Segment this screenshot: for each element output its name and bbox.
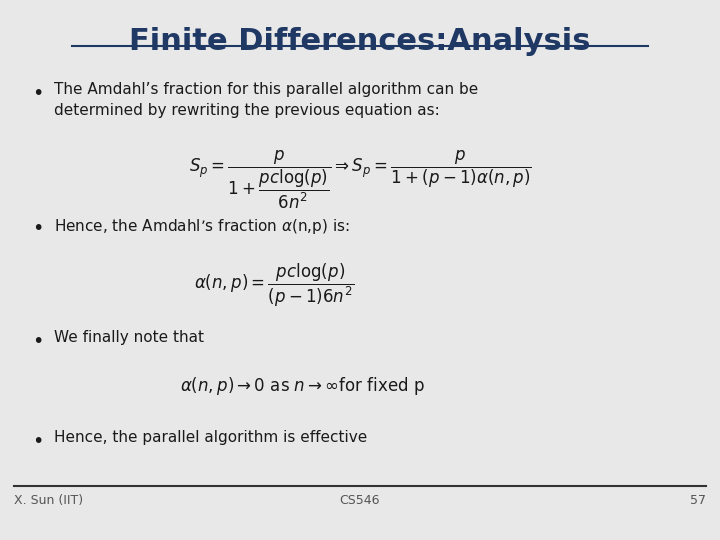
Text: 57: 57 [690, 494, 706, 507]
Text: Hence, the Amdahl’s fraction $\alpha$(n,p) is:: Hence, the Amdahl’s fraction $\alpha$(n,… [54, 217, 350, 236]
Text: $S_p = \dfrac{p}{1+\dfrac{pc\log(p)}{6n^2}} \Rightarrow S_p = \dfrac{p}{1+(p-1)\: $S_p = \dfrac{p}{1+\dfrac{pc\log(p)}{6n^… [189, 148, 531, 211]
Text: Finite Differences:Analysis: Finite Differences:Analysis [130, 27, 590, 56]
Text: CS546: CS546 [340, 494, 380, 507]
Text: $\alpha(n,p) \rightarrow 0$ as $n \rightarrow \infty$for fixed p: $\alpha(n,p) \rightarrow 0$ as $n \right… [180, 375, 425, 397]
Text: •: • [32, 84, 44, 103]
Text: $\alpha(n,p) = \dfrac{pc\log(p)}{(p-1)6n^2}$: $\alpha(n,p) = \dfrac{pc\log(p)}{(p-1)6n… [194, 262, 354, 309]
Text: •: • [32, 332, 44, 351]
Text: •: • [32, 432, 44, 451]
Text: We finally note that: We finally note that [54, 330, 204, 346]
Text: •: • [32, 219, 44, 238]
Text: The Amdahl’s fraction for this parallel algorithm can be
determined by rewriting: The Amdahl’s fraction for this parallel … [54, 82, 478, 118]
Text: X. Sun (IIT): X. Sun (IIT) [14, 494, 84, 507]
Text: Hence, the parallel algorithm is effective: Hence, the parallel algorithm is effecti… [54, 430, 367, 445]
